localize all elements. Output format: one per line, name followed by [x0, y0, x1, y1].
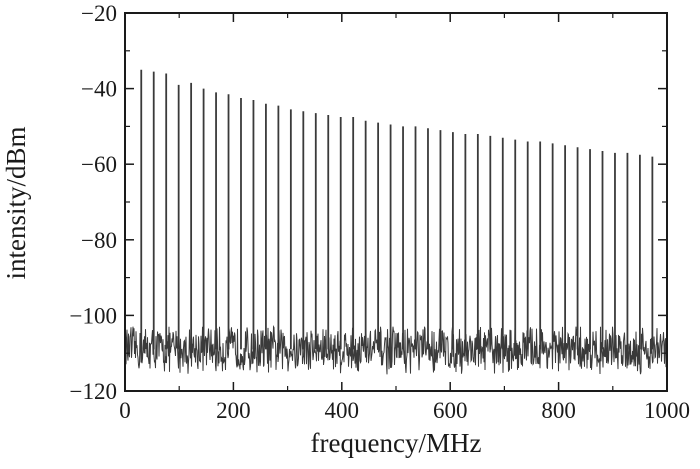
x-axis-tick-labels: 0 200 400 600 800 1000 [119, 398, 690, 423]
spectral-lines [140, 69, 654, 350]
y-tick-label: −40 [81, 77, 117, 102]
y-tick-label: −100 [70, 303, 117, 328]
y-axis-tick-labels: −20 −40 −60 −80 −100 −120 [70, 1, 117, 404]
x-axis-label: frequency/MHz [311, 428, 482, 458]
x-tick-label: 200 [216, 398, 251, 423]
y-tick-label: −120 [70, 379, 117, 404]
noise-trace [124, 325, 668, 375]
y-tick-label: −60 [81, 152, 117, 177]
x-tick-label: 1000 [644, 398, 690, 423]
x-axis-ticks [124, 13, 668, 391]
y-axis-ticks [125, 12, 667, 392]
x-tick-label: 0 [119, 398, 131, 423]
y-tick-label: −20 [81, 1, 117, 26]
x-tick-label: 400 [325, 398, 360, 423]
x-tick-label: 800 [541, 398, 576, 423]
y-tick-label: −80 [81, 228, 117, 253]
y-axis-label: intensity/dBm [1, 126, 31, 279]
x-tick-label: 600 [433, 398, 468, 423]
noise-floor-trace [124, 325, 668, 375]
